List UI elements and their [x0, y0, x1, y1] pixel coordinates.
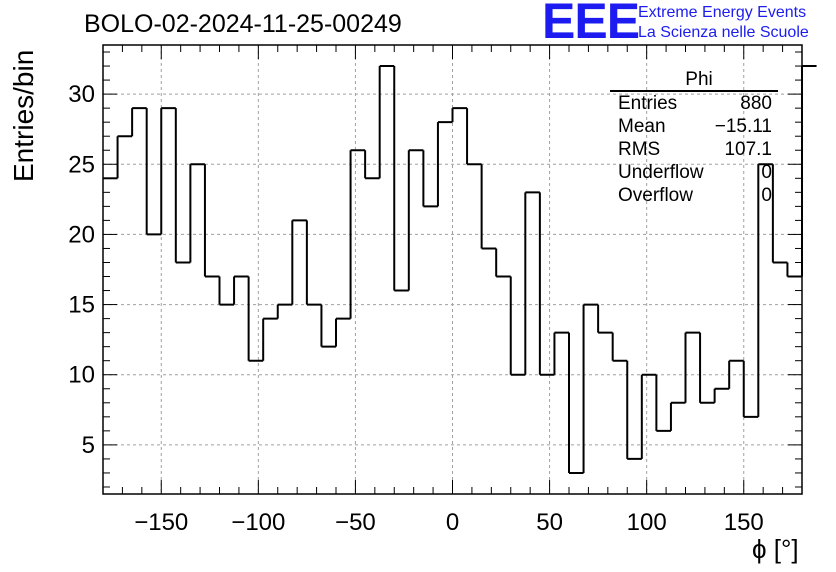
histogram-bin: [466, 108, 482, 166]
logo-line-2: La Scienza nelle Scuole: [638, 24, 809, 41]
histogram-bin: [669, 401, 686, 431]
histogram-bin: [611, 332, 628, 362]
histogram-bin: [640, 373, 657, 459]
y-tick-label: 5: [82, 432, 95, 459]
histogram-bin: [218, 276, 235, 306]
histogram-bin: [801, 65, 817, 277]
histogram-bin: [728, 359, 744, 389]
histogram-bin: [393, 66, 409, 292]
stats-label: Entries: [618, 93, 678, 114]
histogram-bin: [626, 360, 642, 460]
histogram-bin: [276, 303, 293, 319]
histogram-bin: [480, 164, 497, 250]
histogram-bin: [509, 276, 526, 376]
stats-label: Mean: [618, 116, 666, 137]
histogram-bin: [262, 317, 278, 361]
x-tick-label: 100: [627, 509, 667, 536]
histogram-bin: [568, 332, 584, 474]
histogram-bin: [233, 275, 249, 305]
histogram-bin: [364, 150, 380, 180]
histogram-bin: [684, 331, 701, 403]
y-tick-label: 30: [68, 81, 95, 108]
x-tick-label: −100: [231, 509, 285, 536]
histogram-bin: [378, 65, 395, 179]
y-tick-label: 15: [68, 292, 95, 319]
x-tick-label: −50: [335, 509, 376, 536]
histogram-bin: [699, 332, 715, 404]
histogram-bin: [713, 387, 730, 403]
x-tick-label: 50: [536, 509, 563, 536]
histogram-bin: [655, 374, 671, 432]
stats-rows: Entries 880 Mean −15.11 RMS 107.1 Underflow 0 Ov…: [610, 92, 778, 207]
x-tick-label: 0: [446, 509, 459, 536]
histogram-bin: [553, 331, 569, 375]
histogram-bin: [335, 317, 351, 347]
y-tick-label: 20: [68, 221, 95, 248]
histogram-bin: [174, 108, 191, 264]
stats-value: 880: [740, 93, 772, 114]
histogram-bin: [145, 108, 162, 236]
histogram-bin: [597, 304, 613, 334]
histogram-bin: [786, 262, 802, 278]
histogram-bin: [407, 149, 424, 291]
histogram-bin: [189, 163, 205, 263]
histogram-bin: [495, 248, 511, 278]
histogram-bin: [742, 360, 759, 418]
eee-logo: EEE: [542, 0, 640, 49]
stats-title: Phi: [610, 70, 778, 92]
histogram-bin: [203, 164, 220, 278]
histogram-bin: [349, 149, 366, 319]
histogram-bin: [757, 163, 773, 417]
stats-value: 107.1: [724, 139, 772, 160]
stats-row: RMS 107.1: [610, 138, 778, 161]
histogram-bin: [247, 276, 264, 362]
stats-box: Phi Entries 880 Mean −15.11 RMS 107.1 Underflo…: [610, 70, 778, 207]
histogram-bin: [436, 121, 453, 207]
histogram-bin: [160, 107, 176, 235]
stats-label: Underflow: [618, 162, 704, 183]
logo-line-1: Extreme Energy Events: [638, 4, 807, 21]
histogram-bin: [582, 303, 599, 473]
histogram-bin: [116, 135, 133, 179]
stats-value: 0: [761, 162, 772, 183]
x-tick-label: 150: [724, 509, 764, 536]
stats-row: Underflow 0: [610, 161, 778, 184]
histogram-bin: [771, 164, 788, 264]
histogram-bin: [538, 192, 555, 376]
x-axis-label: ϕ [°]: [752, 534, 799, 564]
y-tick-label: 25: [68, 151, 95, 178]
chart-title: BOLO-02-2024-11-25-00249: [84, 10, 402, 38]
histogram-bin: [131, 107, 147, 137]
stats-value: 0: [761, 185, 772, 206]
histogram-bin: [305, 220, 322, 306]
histogram-bin: [291, 219, 307, 305]
stats-value: −15.11: [714, 116, 772, 137]
x-tick-label: −150: [134, 509, 188, 536]
stats-label: RMS: [618, 139, 661, 160]
stats-row: Entries 880: [610, 92, 778, 115]
histogram-bin: [320, 304, 336, 348]
histogram-bin: [422, 150, 438, 208]
stats-row: Overflow 0: [610, 184, 778, 207]
y-axis-label: Entries/bin: [8, 49, 39, 182]
y-tick-label: 10: [68, 362, 95, 389]
histogram-bin: [451, 107, 468, 123]
stats-row: Mean −15.11: [610, 115, 778, 138]
histogram-bin: [524, 191, 540, 375]
stats-label: Overflow: [618, 185, 693, 206]
